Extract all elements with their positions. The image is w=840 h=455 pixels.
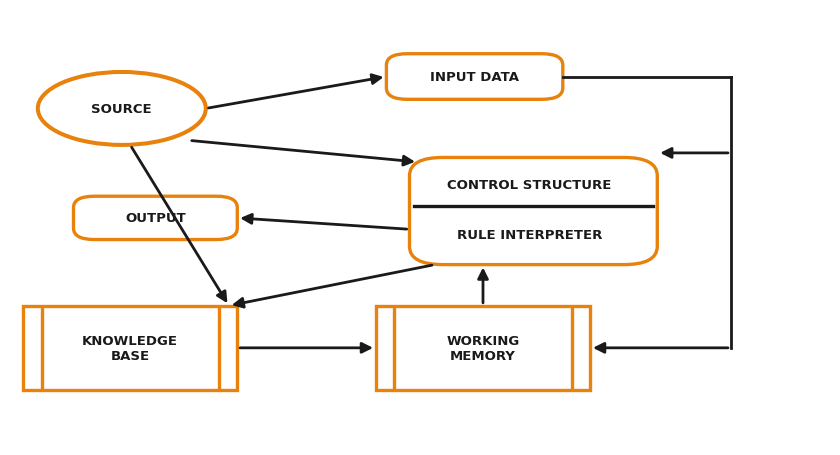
Text: WORKING
MEMORY: WORKING MEMORY: [446, 334, 520, 362]
Text: INPUT DATA: INPUT DATA: [430, 71, 519, 84]
Text: SOURCE: SOURCE: [92, 103, 152, 116]
Bar: [375, 306, 590, 390]
Text: OUTPUT: OUTPUT: [125, 212, 186, 225]
Bar: [23, 306, 238, 390]
Text: KNOWLEDGE
BASE: KNOWLEDGE BASE: [82, 334, 178, 362]
Text: CONTROL STRUCTURE: CONTROL STRUCTURE: [447, 179, 612, 192]
Text: RULE INTERPRETER: RULE INTERPRETER: [456, 229, 602, 242]
